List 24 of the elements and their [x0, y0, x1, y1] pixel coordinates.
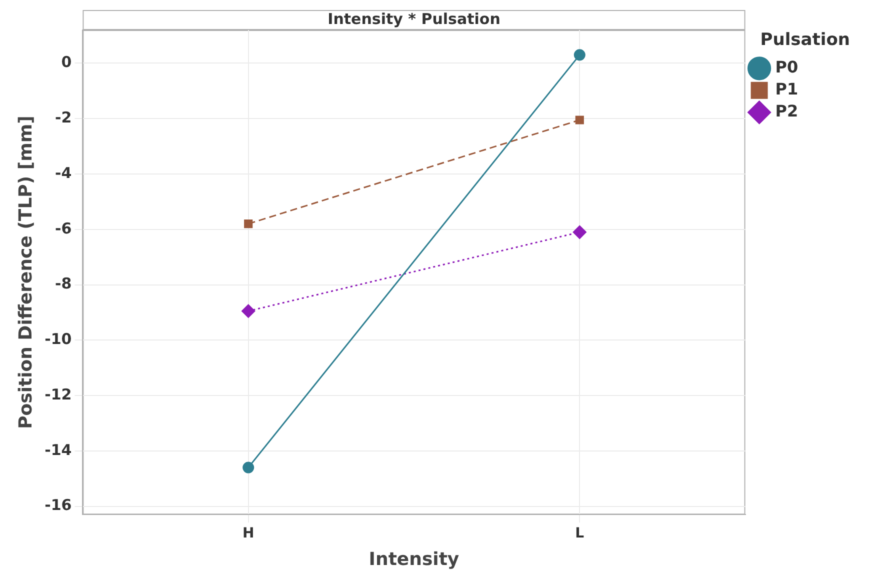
y-tick-label: -14	[44, 440, 72, 459]
x-tick-label: H	[242, 526, 254, 542]
y-tick-label: 0	[61, 53, 72, 72]
y-tick-label: -8	[55, 274, 72, 293]
y-tick-label: -4	[55, 164, 72, 182]
y-tick-label: -2	[55, 108, 72, 127]
point	[242, 304, 256, 318]
y-tick-label: -6	[55, 219, 72, 238]
point	[575, 116, 584, 124]
point	[242, 462, 254, 474]
y-tick-label: -12	[44, 385, 72, 404]
point	[572, 225, 586, 239]
x-axis-title: Intensity	[368, 548, 460, 570]
x-tick-label: L	[575, 526, 584, 542]
legend-label: P0	[775, 58, 798, 77]
point	[244, 220, 253, 228]
y-axis-title: Position Difference (TLP) [mm]	[15, 116, 36, 429]
legend-label: P2	[775, 102, 798, 121]
chart-title: Intensity * Pulsation	[328, 10, 500, 28]
y-tick-label: -16	[44, 496, 72, 514]
legend-title: Pulsation	[760, 30, 850, 50]
point	[574, 49, 586, 61]
y-tick-label: -10	[44, 330, 72, 348]
legend-label: P1	[775, 80, 798, 99]
